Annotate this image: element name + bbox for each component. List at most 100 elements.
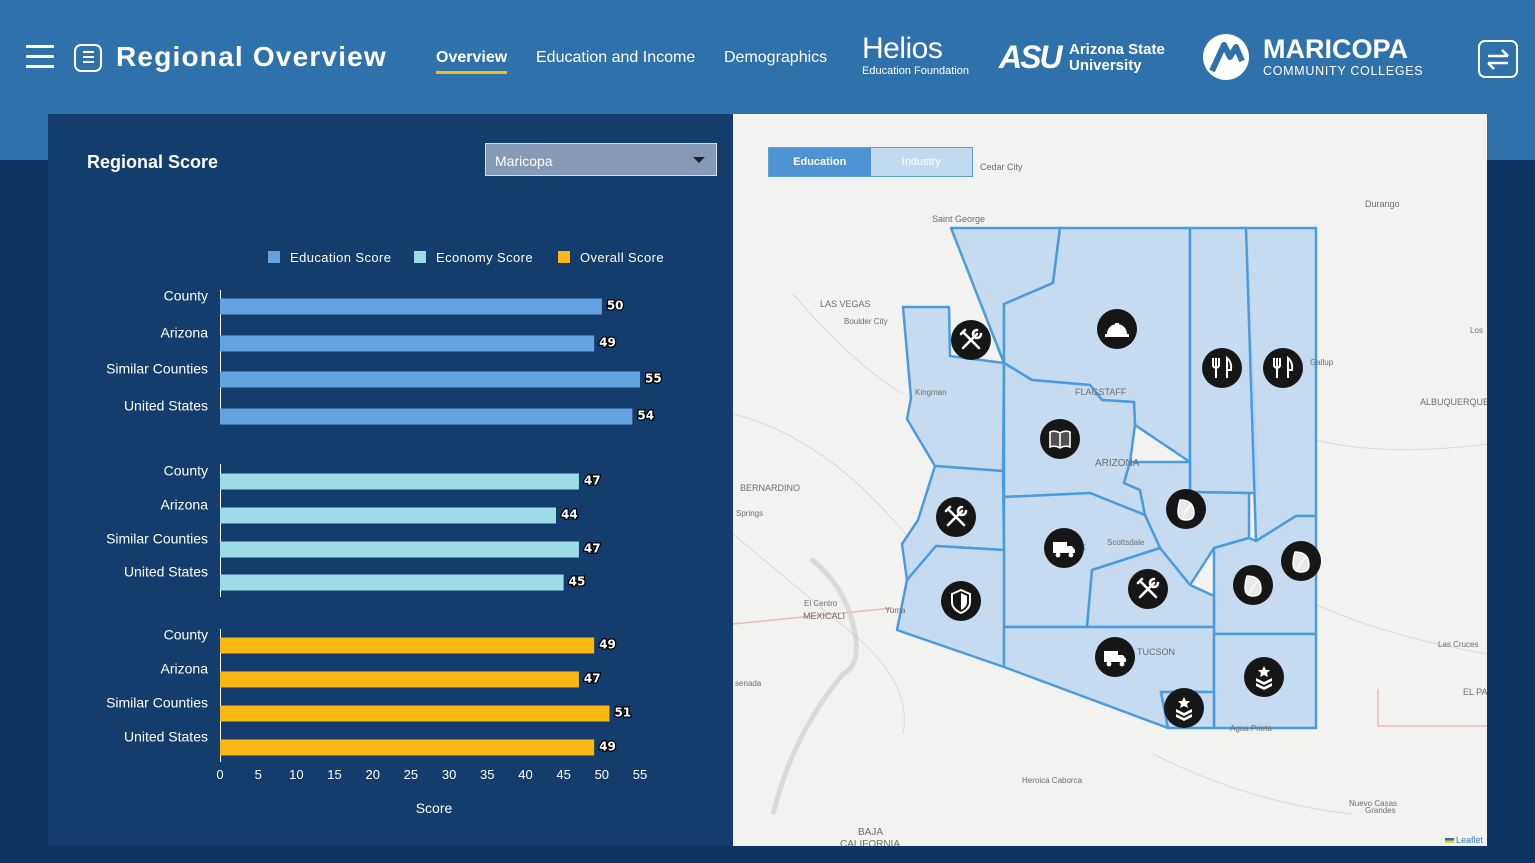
category-label: Similar Counties bbox=[106, 695, 208, 711]
book-icon[interactable] bbox=[1040, 419, 1080, 459]
bar bbox=[220, 705, 610, 722]
map-road bbox=[1152, 753, 1354, 815]
map-place-label: Gallup bbox=[1310, 358, 1334, 367]
map-place-label: senada bbox=[735, 679, 762, 688]
helios-logo: Helios Education Foundation bbox=[862, 34, 970, 78]
data-label: 54 bbox=[637, 409, 654, 423]
map-place-label: Yuma bbox=[885, 606, 906, 615]
bar bbox=[220, 637, 595, 654]
x-axis-label: Score bbox=[416, 800, 453, 816]
shield-icon[interactable] bbox=[941, 581, 981, 621]
map-place-label: Nuevo Casas bbox=[1349, 799, 1397, 808]
category-label: County bbox=[164, 627, 208, 643]
swap-arrows-icon bbox=[1487, 49, 1509, 70]
map-place-label: FLAGSTAFF bbox=[1075, 387, 1127, 397]
tab-education-and-income[interactable]: Education and Income bbox=[536, 49, 696, 66]
maricopa-mark-icon bbox=[1203, 34, 1249, 80]
hard-hat-icon[interactable] bbox=[1097, 309, 1137, 349]
truck-icon[interactable] bbox=[1095, 637, 1135, 677]
chevron-down-icon bbox=[693, 157, 705, 163]
border-line bbox=[733, 607, 894, 625]
data-label: 47 bbox=[584, 542, 601, 556]
map-place-label: El Centro bbox=[804, 599, 838, 608]
category-label: Arizona bbox=[161, 661, 209, 677]
x-tick-label: 30 bbox=[442, 767, 456, 782]
map-place-label: Agua Prieta bbox=[1230, 724, 1272, 733]
map-place-label: EL PA bbox=[1463, 687, 1487, 697]
map-place-label: Heroica Caborca bbox=[1022, 776, 1083, 785]
data-label: 47 bbox=[584, 672, 601, 686]
arizona-map[interactable]: Cedar City Saint George Durango LAS VEGAS Bo… bbox=[733, 114, 1487, 846]
tools-icon[interactable] bbox=[951, 320, 991, 360]
asu-logo-line1: Arizona State bbox=[1069, 41, 1165, 58]
plant-icon[interactable] bbox=[1233, 565, 1273, 605]
category-label: County bbox=[164, 288, 208, 304]
x-tick-label: 55 bbox=[633, 767, 647, 782]
bar bbox=[220, 408, 633, 425]
map-place-label: Los bbox=[1470, 326, 1483, 335]
data-label: 49 bbox=[599, 336, 616, 350]
map-place-label: Grandes bbox=[1365, 806, 1396, 815]
x-tick-label: 5 bbox=[255, 767, 262, 782]
tools-icon[interactable] bbox=[1128, 569, 1168, 609]
tab-demographics[interactable]: Demographics bbox=[724, 49, 828, 66]
data-label: 44 bbox=[561, 508, 578, 522]
map-place-label: TUCSON bbox=[1137, 647, 1175, 657]
toggle-education[interactable]: Education bbox=[769, 148, 871, 176]
x-tick-label: 45 bbox=[556, 767, 570, 782]
x-tick-label: 20 bbox=[365, 767, 379, 782]
map-place-label: Cedar City bbox=[980, 162, 1023, 172]
data-label: 50 bbox=[607, 299, 624, 313]
map-panel[interactable]: Cedar City Saint George Durango LAS VEGAS Bo… bbox=[733, 114, 1487, 846]
x-tick-label: 40 bbox=[518, 767, 532, 782]
map-place-label: MEXICALI bbox=[803, 611, 845, 621]
utensils-icon[interactable] bbox=[1202, 348, 1242, 388]
utensils-icon[interactable] bbox=[1263, 348, 1303, 388]
x-tick-label: 50 bbox=[595, 767, 609, 782]
x-tick-label: 10 bbox=[289, 767, 303, 782]
asu-logo-mark: ASU bbox=[999, 39, 1063, 75]
page-title: Regional Overview bbox=[116, 41, 387, 72]
military-rank-icon[interactable] bbox=[1244, 657, 1284, 697]
legend-label: Economy Score bbox=[436, 250, 533, 265]
category-label: United States bbox=[124, 564, 208, 580]
bar bbox=[220, 335, 595, 352]
leaflet-attribution-label: Leaflet bbox=[1455, 835, 1483, 845]
map-coastline bbox=[770, 557, 859, 815]
truck-icon[interactable] bbox=[1044, 528, 1084, 568]
plant-icon[interactable] bbox=[1281, 541, 1321, 581]
region-select[interactable]: Maricopa bbox=[485, 143, 717, 176]
x-tick-label: 0 bbox=[216, 767, 223, 782]
military-rank-icon[interactable] bbox=[1164, 688, 1204, 728]
legend-swatch bbox=[268, 251, 280, 263]
map-road bbox=[792, 293, 904, 395]
toggle-industry[interactable]: Industry bbox=[870, 148, 972, 176]
region-select-value: Maricopa bbox=[495, 153, 553, 169]
map-place-label: Durango bbox=[1365, 199, 1400, 209]
category-label: Arizona bbox=[161, 497, 209, 513]
map-place-label: Springs bbox=[736, 509, 763, 518]
bar bbox=[220, 574, 564, 591]
legend-label: Overall Score bbox=[580, 250, 664, 265]
tools-icon[interactable] bbox=[936, 497, 976, 537]
map-place-label: BERNARDINO bbox=[740, 483, 800, 493]
category-label: United States bbox=[124, 398, 208, 414]
bar bbox=[220, 671, 579, 688]
legend-label: Education Score bbox=[290, 250, 391, 265]
category-label: Similar Counties bbox=[106, 531, 208, 547]
maricopa-logo-line2: COMMUNITY COLLEGES bbox=[1263, 64, 1424, 78]
helios-logo-subtitle: Education Foundation bbox=[862, 65, 970, 77]
tab-overview[interactable]: Overview bbox=[436, 49, 508, 74]
leaflet-attribution[interactable]: Leaflet bbox=[1444, 835, 1483, 845]
plant-icon[interactable] bbox=[1166, 489, 1206, 529]
x-tick-label: 25 bbox=[404, 767, 418, 782]
swap-arrows-button[interactable] bbox=[1478, 40, 1518, 78]
hamburger-menu-icon[interactable] bbox=[24, 42, 56, 72]
map-place-label: Kingman bbox=[915, 388, 947, 397]
x-tick-label: 15 bbox=[327, 767, 341, 782]
map-place-label: Boulder City bbox=[844, 317, 888, 326]
map-mode-toggle: Education Industry bbox=[768, 147, 973, 177]
bar bbox=[220, 371, 640, 388]
map-place-label: Saint George bbox=[932, 214, 985, 224]
regional-score-chart: Education Score Economy Score Overall Scor… bbox=[106, 250, 664, 816]
